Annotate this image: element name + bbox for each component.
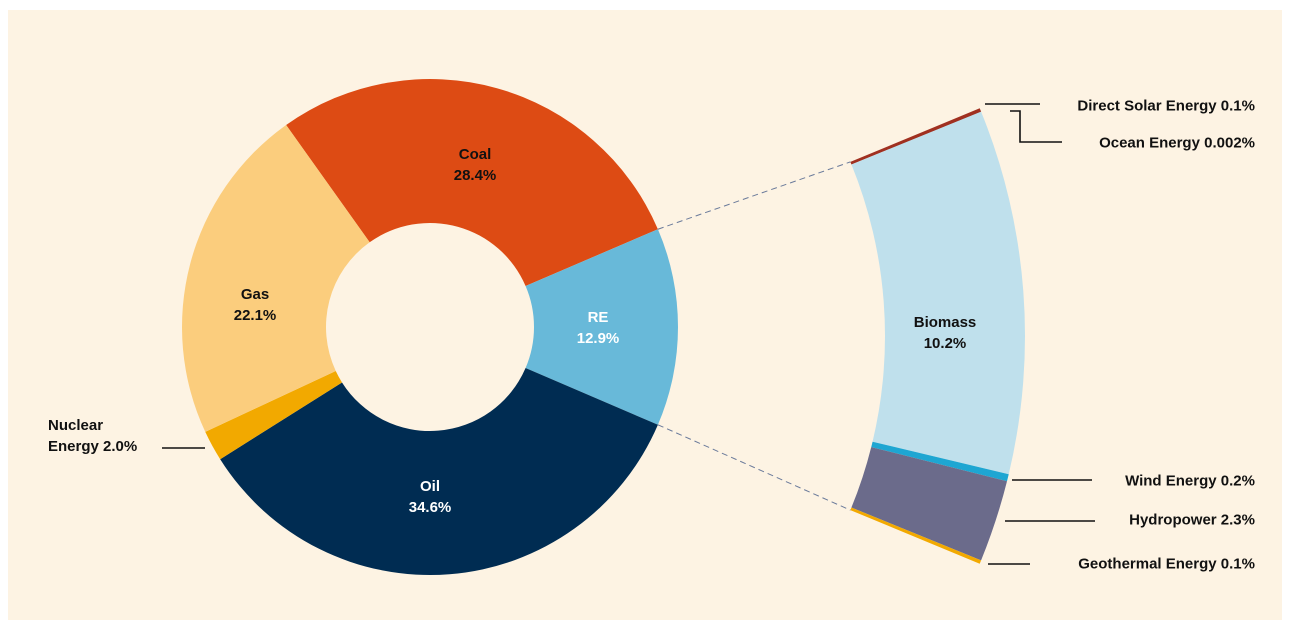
label-text: 0.2% <box>1220 472 1255 490</box>
label-text: 0.1% <box>1220 97 1255 115</box>
donut-segment <box>525 229 678 425</box>
donut-segment <box>220 368 658 575</box>
segment-label: Coal 28.4% <box>454 144 497 186</box>
segment-label: Biomass 10.2% <box>914 312 977 354</box>
segment-label: Oil 34.6% <box>409 476 452 518</box>
label-text: Nuclear Energy <box>48 417 104 455</box>
segment-label: Direct Solar Energy 0.1% <box>1077 96 1255 117</box>
arc-segment <box>850 507 982 564</box>
donut-segment <box>205 370 343 460</box>
label-text: Ocean Energy <box>1099 134 1200 152</box>
arc-segment <box>851 111 982 165</box>
label-text: Oil <box>419 478 441 495</box>
label-text: RE <box>587 309 609 326</box>
connector-line <box>657 161 851 230</box>
connector-line <box>657 424 851 511</box>
label-text: 0.1% <box>1220 555 1255 573</box>
label-text: Coal <box>458 146 492 163</box>
donut-segment <box>181 124 370 432</box>
label-text: 22.1% <box>233 307 277 324</box>
label-text: 34.6% <box>408 499 452 516</box>
segment-label: Gas 22.1% <box>234 284 277 326</box>
label-text: 2.3% <box>1220 511 1255 529</box>
segment-label: Wind Energy 0.2% <box>1125 471 1255 492</box>
label-text: Gas <box>240 286 270 303</box>
label-text: 2.0% <box>103 438 138 455</box>
segment-label: Hydropower 2.3% <box>1129 510 1255 531</box>
label-text: Wind Energy <box>1125 472 1217 490</box>
leader-line <box>1010 110 1062 143</box>
label-text: 10.2% <box>923 335 967 352</box>
arc-segment <box>851 447 1007 561</box>
segment-label: Geothermal Energy 0.1% <box>1078 554 1255 575</box>
label-text: Biomass <box>913 314 977 331</box>
arc-segment <box>851 111 1025 475</box>
segment-label: RE 12.9% <box>577 307 620 349</box>
arc-segment <box>871 441 1009 482</box>
label-text: 28.4% <box>453 167 497 184</box>
label-text: Geothermal Energy <box>1078 555 1217 573</box>
label-text: Hydropower <box>1129 511 1217 529</box>
label-text: 12.9% <box>576 330 620 347</box>
segment-label: Ocean Energy 0.002% <box>1099 133 1255 154</box>
label-text: Direct Solar Energy <box>1077 97 1217 115</box>
segment-label: Nuclear Energy 2.0% <box>48 415 158 457</box>
donut-segment <box>286 79 658 286</box>
arc-segment <box>850 108 982 165</box>
label-text: 0.002% <box>1204 134 1255 152</box>
